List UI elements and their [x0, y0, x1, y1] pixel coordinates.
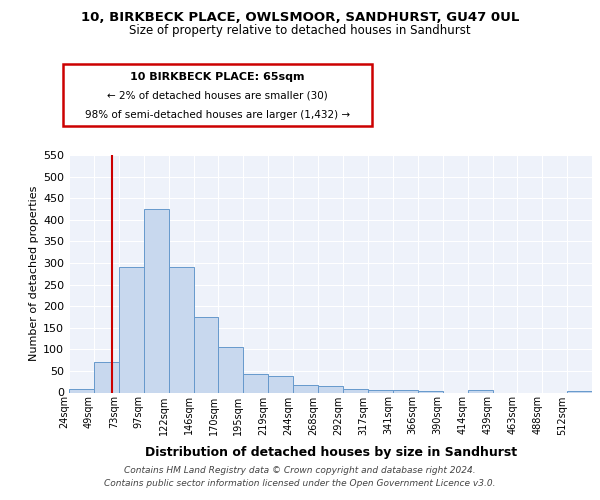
Y-axis label: Number of detached properties: Number of detached properties: [29, 186, 39, 362]
Bar: [418, 391, 443, 392]
Text: Contains HM Land Registry data © Crown copyright and database right 2024.: Contains HM Land Registry data © Crown c…: [124, 466, 476, 475]
Bar: [393, 390, 418, 392]
Text: Size of property relative to detached houses in Sandhurst: Size of property relative to detached ho…: [129, 24, 471, 37]
Bar: [368, 390, 393, 392]
Bar: [69, 389, 94, 392]
Bar: [318, 386, 343, 392]
X-axis label: Distribution of detached houses by size in Sandhurst: Distribution of detached houses by size …: [145, 446, 517, 459]
Bar: [467, 390, 493, 392]
Bar: [218, 347, 244, 393]
Bar: [343, 389, 368, 392]
Bar: [119, 268, 144, 392]
Bar: [567, 391, 592, 392]
Bar: [244, 374, 268, 392]
Text: Contains public sector information licensed under the Open Government Licence v3: Contains public sector information licen…: [104, 479, 496, 488]
Text: 98% of semi-detached houses are larger (1,432) →: 98% of semi-detached houses are larger (…: [85, 110, 350, 120]
Bar: [169, 268, 194, 392]
Text: 10, BIRKBECK PLACE, OWLSMOOR, SANDHURST, GU47 0UL: 10, BIRKBECK PLACE, OWLSMOOR, SANDHURST,…: [81, 11, 519, 24]
Text: ← 2% of detached houses are smaller (30): ← 2% of detached houses are smaller (30): [107, 91, 328, 101]
Bar: [194, 317, 218, 392]
Bar: [144, 209, 169, 392]
Bar: [268, 376, 293, 392]
Bar: [293, 385, 318, 392]
Bar: [94, 362, 119, 392]
Text: 10 BIRKBECK PLACE: 65sqm: 10 BIRKBECK PLACE: 65sqm: [130, 72, 305, 82]
